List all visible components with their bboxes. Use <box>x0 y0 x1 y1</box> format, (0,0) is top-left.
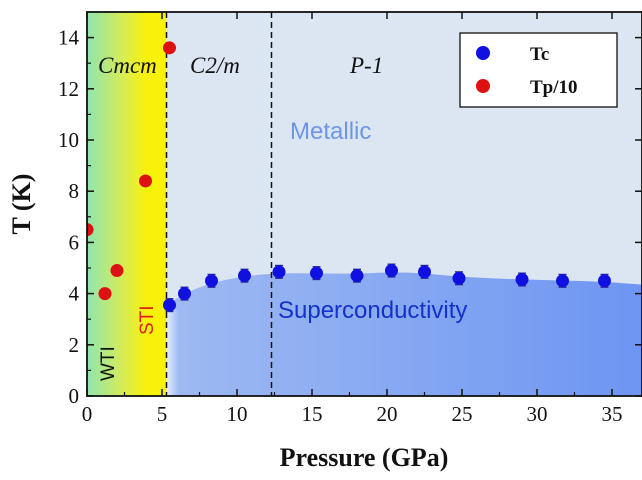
superconductivity-label: Superconductivity <box>278 297 467 324</box>
tc-point <box>516 273 529 286</box>
y-tick-label: 12 <box>58 77 79 101</box>
tc-point <box>238 269 251 282</box>
y-tick-label: 8 <box>69 179 80 203</box>
y-tick-label: 6 <box>69 230 80 254</box>
x-tick-label: 35 <box>602 402 623 426</box>
x-tick-label: 20 <box>377 402 398 426</box>
legend: Tc Tp/10 <box>460 33 617 107</box>
x-tick-label: 15 <box>302 402 323 426</box>
tc-point <box>205 274 218 287</box>
tc-point <box>385 264 398 277</box>
x-axis-title: Pressure (GPa) <box>280 443 449 472</box>
superconductivity-region <box>167 272 642 396</box>
tc-point <box>178 287 191 300</box>
tp-point <box>163 41 176 54</box>
tc-point <box>453 272 466 285</box>
legend-swatch-tp <box>476 79 490 93</box>
y-tick-label: 10 <box>58 128 79 152</box>
y-tick-label: 4 <box>69 282 80 306</box>
tc-point <box>310 267 323 280</box>
y-axis-title: T (K) <box>7 174 36 235</box>
tp-point <box>139 174 152 187</box>
legend-label-tc: Tc <box>530 44 549 65</box>
phase-label-p1: P-1 <box>349 53 383 78</box>
sti-label: STI <box>137 305 158 335</box>
x-tick-label: 0 <box>82 402 93 426</box>
x-tick-label: 30 <box>527 402 548 426</box>
metallic-label: Metallic <box>290 118 371 145</box>
x-tick-label: 25 <box>452 402 473 426</box>
tp-point <box>111 264 124 277</box>
y-tick-label: 14 <box>58 26 80 50</box>
y-tick-label: 0 <box>69 384 80 408</box>
x-tick-label: 10 <box>227 402 248 426</box>
y-tick-label: 2 <box>69 333 80 357</box>
tc-point <box>418 265 431 278</box>
legend-swatch-tc <box>476 46 490 60</box>
tc-point <box>556 274 569 287</box>
tc-point <box>598 274 611 287</box>
superconductivity-edge-glow <box>167 309 179 396</box>
phase-label-c2m: C2/m <box>190 53 240 78</box>
wti-label: WTI <box>98 346 119 381</box>
tp-point <box>99 287 112 300</box>
tc-point <box>273 265 286 278</box>
x-tick-label: 5 <box>157 402 168 426</box>
phase-label-cmcm: Cmcm <box>98 53 157 78</box>
legend-label-tp: Tp/10 <box>530 77 578 98</box>
tc-point <box>351 269 364 282</box>
tc-point <box>163 299 176 312</box>
